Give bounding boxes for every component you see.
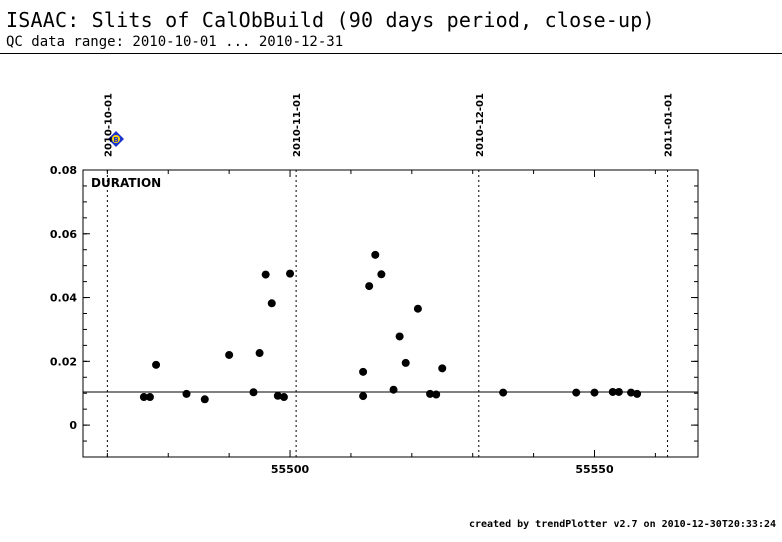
- page-title: ISAAC: Slits of CalObBuild (90 days peri…: [6, 8, 655, 32]
- date-marker-label: 2011-01-01: [664, 93, 675, 157]
- data-point: [255, 349, 264, 358]
- data-point: [279, 393, 288, 402]
- data-point: [365, 282, 374, 291]
- badge-label: B: [113, 136, 118, 144]
- y-tick-label: 0.06: [50, 228, 77, 241]
- footer-credit: created by trendPlotter v2.7 on 2010-12-…: [468, 519, 776, 530]
- data-point: [608, 387, 617, 396]
- data-point: [200, 395, 209, 404]
- data-point: [286, 269, 295, 278]
- data-point: [395, 332, 404, 341]
- data-point: [267, 299, 276, 308]
- y-tick-label: 0.08: [50, 164, 77, 177]
- data-point: [152, 360, 161, 369]
- badge-icon: B: [108, 131, 124, 147]
- data-point: [389, 385, 398, 394]
- data-point: [438, 364, 447, 373]
- data-point: [273, 391, 282, 400]
- data-point: [627, 388, 636, 397]
- data-point: [359, 392, 368, 401]
- data-point: [499, 388, 508, 397]
- data-point: [371, 250, 380, 259]
- data-point: [261, 270, 270, 279]
- data-point: [614, 387, 623, 396]
- data-point: [572, 388, 581, 397]
- y-tick-label: 0: [69, 419, 77, 432]
- x-tick-label: 55500: [271, 463, 310, 476]
- panel-label: DURATION: [91, 176, 161, 190]
- date-marker-label: 2010-11-01: [292, 93, 303, 157]
- data-point: [590, 388, 599, 397]
- data-point: [401, 358, 410, 367]
- date-marker-label: 2010-10-01: [103, 93, 114, 157]
- y-tick-label: 0.04: [50, 292, 77, 305]
- header-divider: [0, 53, 782, 54]
- y-tick-label: 0.02: [50, 355, 77, 368]
- data-point: [432, 390, 441, 399]
- data-point: [359, 367, 368, 376]
- plot-frame: [82, 169, 699, 458]
- data-point: [182, 389, 191, 398]
- page-subtitle: QC data range: 2010-10-01 ... 2010-12-31: [6, 34, 344, 50]
- data-point: [426, 389, 435, 398]
- data-point: [145, 393, 154, 402]
- data-point: [413, 304, 422, 313]
- date-marker-label: 2010-12-01: [475, 93, 486, 157]
- data-point: [633, 389, 642, 398]
- data-point: [139, 393, 148, 402]
- data-point: [225, 350, 234, 359]
- data-point: [377, 270, 386, 279]
- data-point: [249, 388, 258, 397]
- x-tick-label: 55550: [575, 463, 614, 476]
